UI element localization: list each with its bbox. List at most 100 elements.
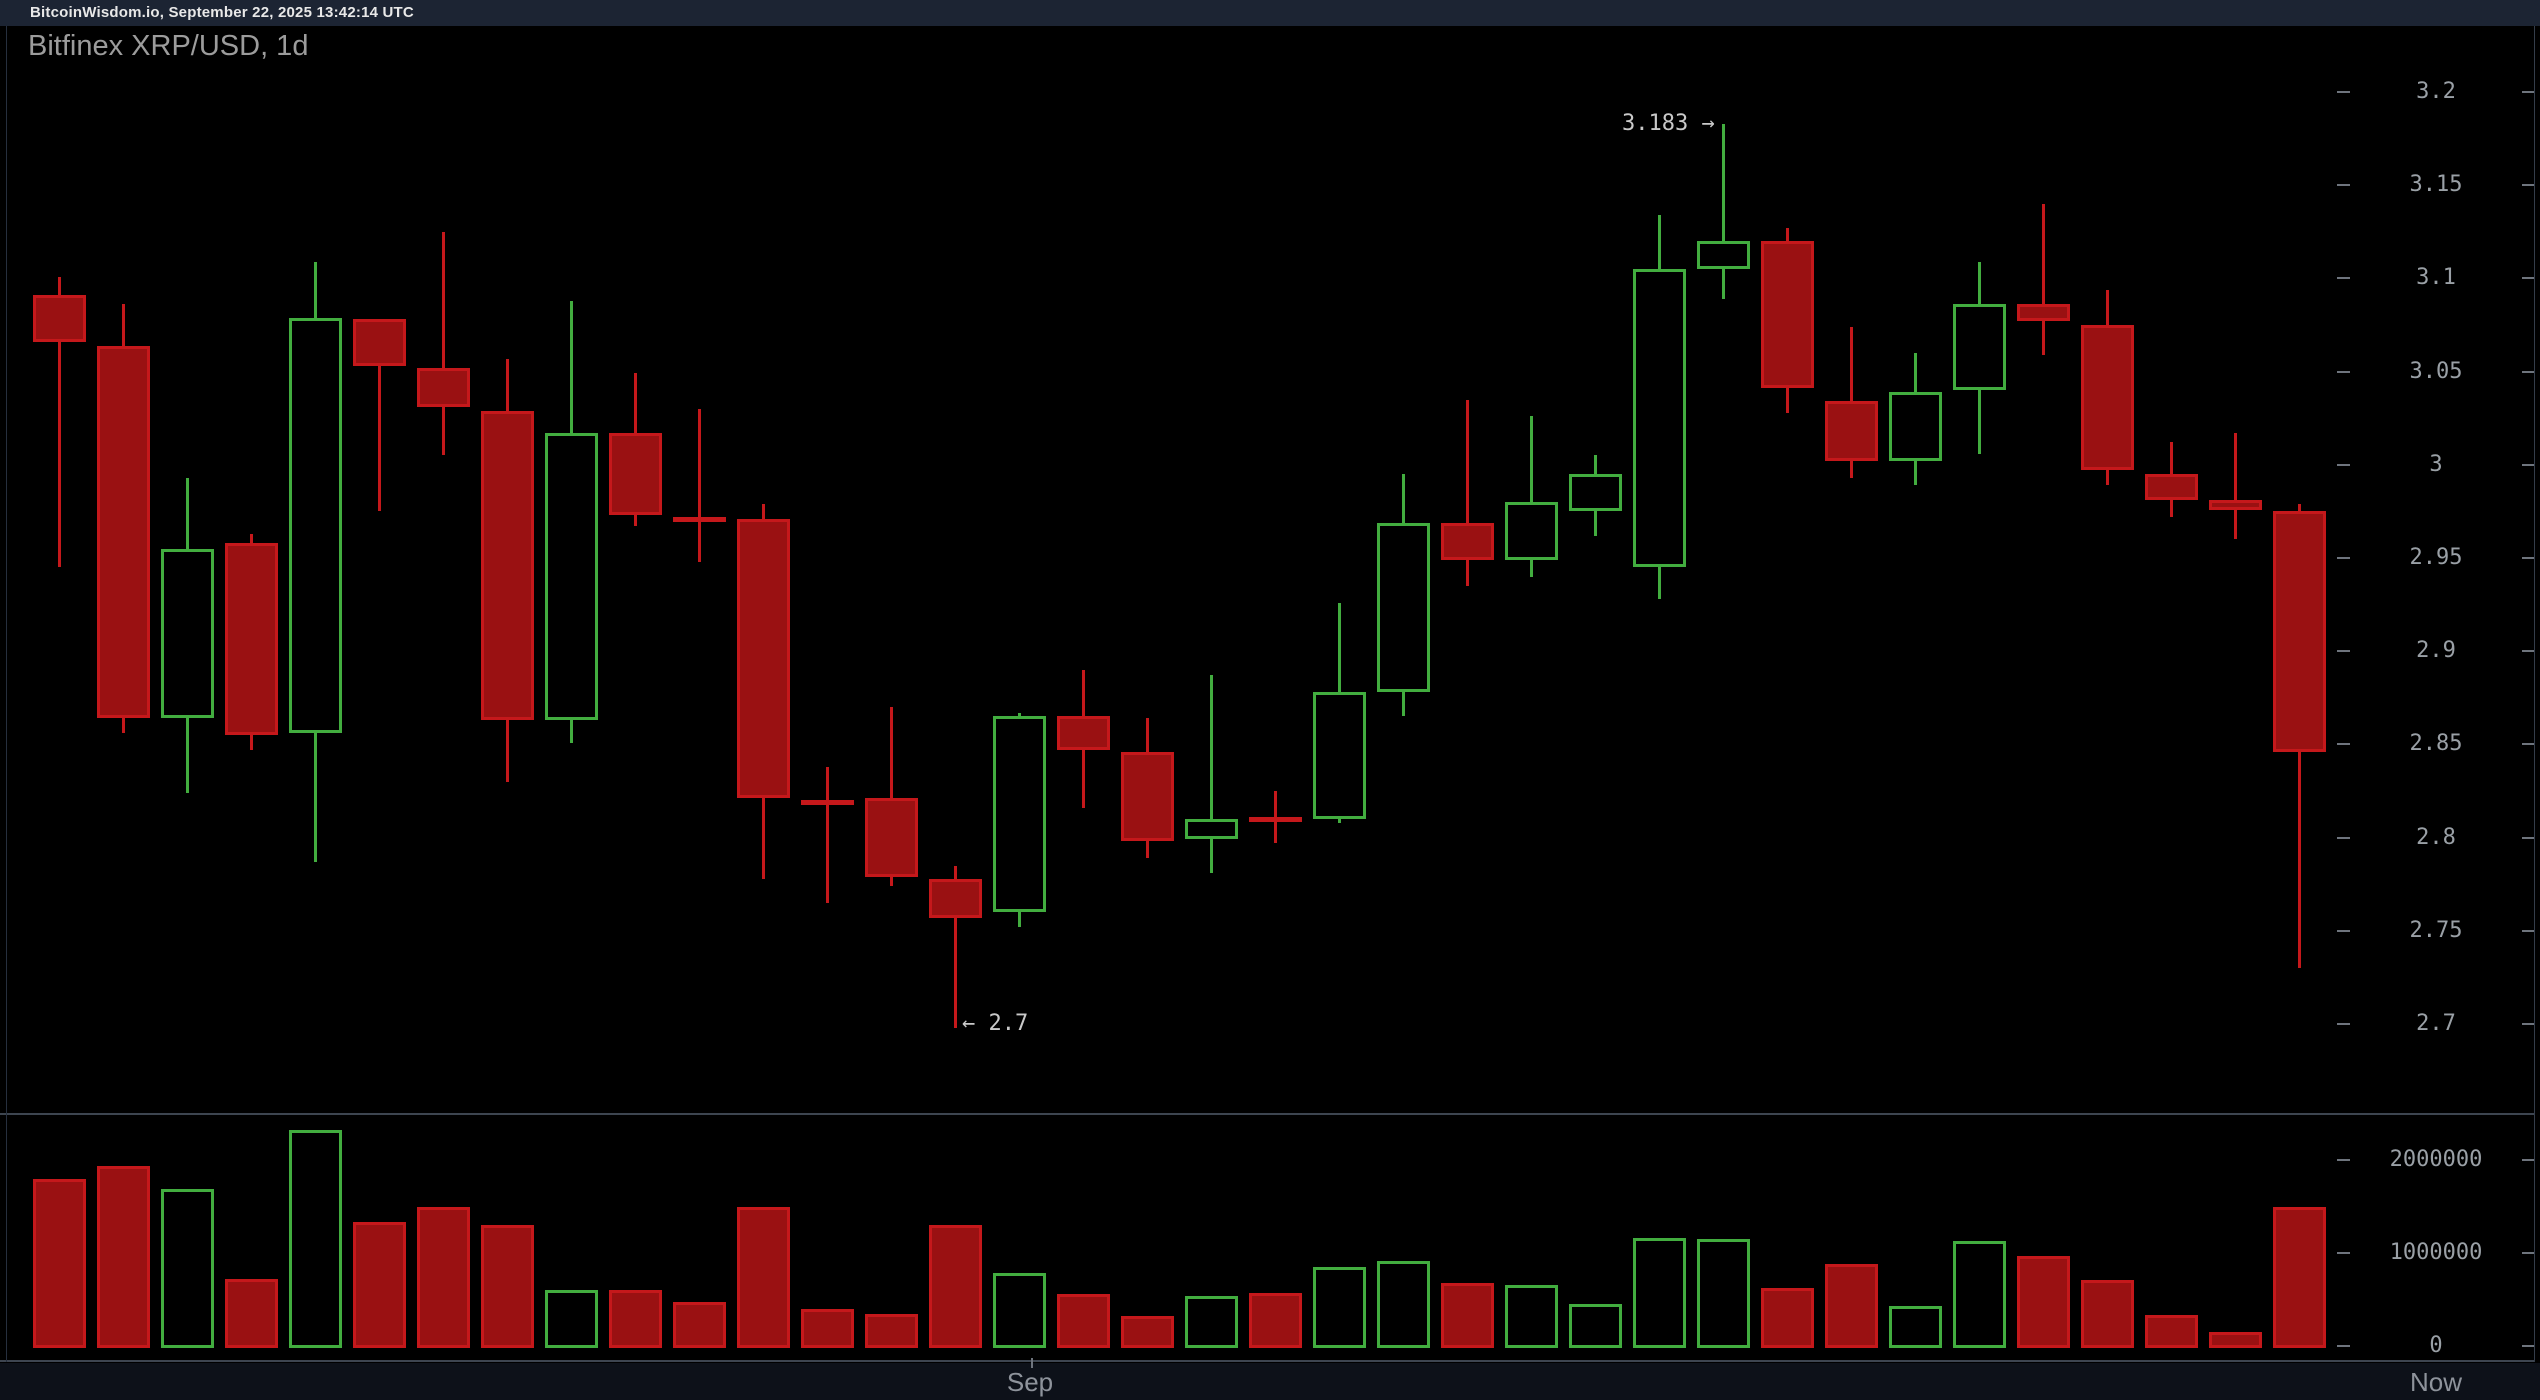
candle-body-up [1888,392,1942,462]
volume-bar [2080,1280,2134,1348]
volume-bar [1504,1284,1558,1348]
volume-bar [864,1313,918,1348]
volume-bar [2272,1206,2326,1348]
axis-tick-dash [2337,743,2350,746]
volume-bar [1248,1293,1302,1348]
axis-tick-label: 2.75 [2409,917,2463,943]
axis-tick-dash [2522,91,2535,93]
candle-wick [2233,433,2237,540]
volume-bar [288,1129,342,1348]
axis-tick-label: 1000000 [2389,1240,2483,1266]
axis-tick-dash [2522,557,2535,559]
candle-body-up [1696,241,1750,270]
volume-bar [2144,1315,2198,1348]
candle-wick [1209,675,1213,873]
volume-bar [352,1221,406,1348]
candle-body-down [2080,325,2134,471]
axis-tick-dash [2337,1345,2350,1347]
axis-tick-dash [2337,557,2350,559]
axis-tick-label: 2.95 [2409,545,2463,570]
axis-tick-label: 2.85 [2409,731,2463,757]
candle-body-down [224,543,278,736]
volume-bar [1184,1295,1238,1348]
axis-tick-label: 2.7 [2416,1011,2456,1036]
candle-wick [377,319,381,512]
volume-bar [1440,1282,1494,1348]
axis-tick-label: 2.8 [2416,824,2456,850]
axis-tick-dash [2337,370,2350,373]
candle-body-up [1504,502,1558,560]
candle-body-down [416,367,470,407]
axis-tick-label: 0 [2429,1333,2443,1358]
candle-wick [1529,416,1533,577]
volume-bar [608,1290,662,1348]
candle-body-down [480,410,534,721]
axis-tick-dash [2337,836,2350,839]
candle-body-down [1248,817,1302,823]
axis-tick-dash [2522,836,2535,839]
plot-right-border [2534,26,2535,1362]
axis-tick-dash [2337,463,2350,466]
volume-bar [1696,1239,1750,1348]
candle-wick [889,707,893,887]
candle-body-down [2016,304,2070,322]
candle-body-down [928,878,982,918]
volume-bar [1760,1288,1814,1348]
axis-tick-dash [2522,1023,2535,1025]
axis-tick-dash [2522,463,2535,466]
candle-body-up [288,317,342,734]
candle-body-down [2144,474,2198,501]
candle-body-down [672,516,726,522]
volume-bar [32,1178,86,1348]
candle-wick [825,766,829,903]
volume-bar [2208,1332,2262,1348]
candle-body-down [32,295,86,342]
volume-bar [672,1302,726,1348]
axis-tick-dash [2522,1345,2535,1347]
candle-body-up [1568,474,1622,512]
axis-tick-dash [2337,1252,2350,1255]
volume-bar [1568,1304,1622,1348]
axis-tick-dash [2522,743,2535,746]
status-bar-text: BitcoinWisdom.io, September 22, 2025 13:… [30,4,414,21]
candle-body-down [352,319,406,366]
volume-bar [800,1308,854,1348]
volume-bar [1056,1294,1110,1348]
x-axis-label-sep: Sep [1006,1367,1054,1397]
volume-bar [736,1206,790,1348]
axis-tick-label: 2000000 [2389,1147,2483,1173]
volume-bar [416,1206,470,1348]
candle-wick [2041,203,2045,355]
axis-tick-dash [2522,277,2535,280]
axis-tick-dash [2337,277,2350,280]
axis-tick-dash [2337,1159,2350,1162]
axis-tick-dash [2522,1252,2535,1255]
axis-tick-label: 3.1 [2416,265,2456,291]
volume-bar [1824,1264,1878,1348]
plot-left-border [6,26,7,1362]
axis-tick-dash [2337,929,2350,932]
volume-bar [224,1279,278,1348]
candle-body-down [736,518,790,799]
candle-wick [441,231,445,456]
candle-body-up [160,548,214,719]
candle-body-down [1824,401,1878,462]
axis-tick-dash [2522,650,2535,653]
axis-tick-dash [2337,184,2350,187]
candle-body-down [1120,751,1174,842]
candle-body-down [2208,500,2262,510]
candle-body-down [608,433,662,516]
axis-tick-dash [2337,650,2350,653]
candle-wick [1465,399,1469,586]
volume-bar [928,1225,982,1348]
candle-body-up [1184,818,1238,840]
axis-tick-dash [2337,91,2350,93]
candle-body-down [2272,511,2326,752]
axis-tick-dash [2522,1159,2535,1162]
axis-tick-dash [2522,184,2535,187]
candle-wick [953,865,957,1028]
candle-wick [1721,123,1725,299]
status-bar: BitcoinWisdom.io, September 22, 2025 13:… [0,0,2540,26]
candle-body-up [1952,304,2006,391]
candle-body-up [1312,692,1366,819]
